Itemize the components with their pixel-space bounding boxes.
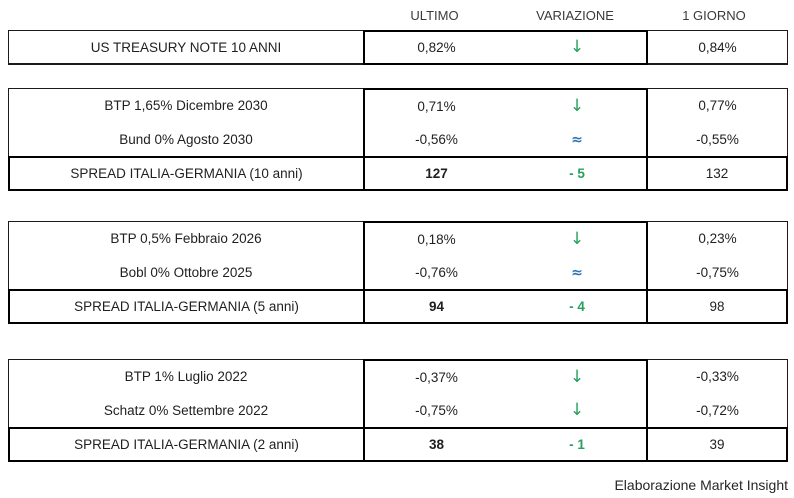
one-day-box: 0,77% -0,55% <box>648 88 788 156</box>
one-day-value: -0,55% <box>696 131 739 147</box>
approx-equal-icon: ≈ <box>571 264 583 281</box>
down-arrow-icon: ↓ <box>569 367 585 387</box>
variazione-cell: ↓ <box>508 394 646 427</box>
spread-row-10y: SPREAD ITALIA-GERMANIA (10 anni) 127 - 5… <box>8 156 794 191</box>
variazione-cell: ↓ <box>508 32 646 63</box>
ultimo-variazione-box: 127 - 5 <box>363 156 648 191</box>
column-header-variazione: VARIAZIONE <box>536 7 614 23</box>
ultimo-variazione-box: 0,18% ↓ -0,76% ≈ <box>363 221 648 289</box>
spread-ultimo-value: 94 <box>428 299 445 314</box>
approx-equal-icon: ≈ <box>571 131 583 148</box>
ultimo-variazione-box: 38 - 1 <box>363 427 648 462</box>
spread-label: SPREAD ITALIA-GERMANIA (2 anni) <box>8 427 363 462</box>
one-day-value: -0,33% <box>696 369 739 385</box>
variazione-cell: ≈ <box>508 123 646 156</box>
instrument-label: BTP 1,65% Dicembre 2030 <box>104 98 268 114</box>
header-spacer <box>8 4 363 26</box>
instrument-labels-box: BTP 1% Luglio 2022 Schatz 0% Settembre 2… <box>8 359 363 427</box>
variazione-cell: ↓ <box>508 90 646 123</box>
column-header-ultimo: ULTIMO <box>410 7 459 23</box>
ultimo-variazione-box: 94 - 4 <box>363 289 648 324</box>
ultimo-value: -0,76% <box>415 265 458 280</box>
ultimo-variazione-box: -0,37% ↓ -0,75% ↓ <box>363 359 648 427</box>
spread-change-value: - 5 <box>569 166 585 181</box>
italy-germany-5y-rows: BTP 0,5% Febbraio 2026 Bobl 0% Ottobre 2… <box>8 221 794 289</box>
instrument-label: BTP 1% Luglio 2022 <box>124 369 248 385</box>
us-treasury-row: US TREASURY NOTE 10 ANNI 0,82% ↓ 0,84% <box>8 30 794 65</box>
instrument-label: Bund 0% Agosto 2030 <box>119 131 253 147</box>
italy-germany-10y-rows: BTP 1,65% Dicembre 2030 Bund 0% Agosto 2… <box>8 88 794 156</box>
spread-row-2y: SPREAD ITALIA-GERMANIA (2 anni) 38 - 1 3… <box>8 427 794 462</box>
ultimo-value: -0,56% <box>415 132 458 147</box>
ultimo-variazione-box: 0,71% ↓ -0,56% ≈ <box>363 88 648 156</box>
down-arrow-icon: ↓ <box>569 96 585 116</box>
instrument-label: BTP 0,5% Febbraio 2026 <box>110 231 262 247</box>
variazione-cell: ↓ <box>508 361 646 394</box>
ultimo-value: -0,37% <box>415 370 458 385</box>
one-day-box: -0,33% -0,72% <box>648 359 788 427</box>
one-day-value: -0,75% <box>696 264 739 280</box>
spread-ultimo-value: 38 <box>428 437 445 452</box>
instrument-label: Bobl 0% Ottobre 2025 <box>119 264 253 280</box>
spread-change-value: - 4 <box>569 299 585 314</box>
down-arrow-icon: ↓ <box>569 37 585 57</box>
down-arrow-icon: ↓ <box>569 400 585 420</box>
down-arrow-icon: ↓ <box>569 229 585 249</box>
variazione-cell: ≈ <box>508 256 646 289</box>
spread-one-day-value: 132 <box>648 156 788 191</box>
column-header-1-giorno: 1 GIORNO <box>682 7 746 23</box>
one-day-value: 0,23% <box>698 231 737 247</box>
one-day-box: 0,23% -0,75% <box>648 221 788 289</box>
ultimo-value: 0,71% <box>417 99 456 114</box>
spread-label: SPREAD ITALIA-GERMANIA (5 anni) <box>8 289 363 324</box>
spread-row-5y: SPREAD ITALIA-GERMANIA (5 anni) 94 - 4 9… <box>8 289 794 324</box>
spread-one-day-value: 98 <box>648 289 788 324</box>
source-credit: Elaborazione Market Insight <box>614 477 788 493</box>
column-headers: ULTIMO VARIAZIONE 1 GIORNO <box>8 4 794 26</box>
instrument-label: US TREASURY NOTE 10 ANNI <box>8 30 363 65</box>
ultimo-variazione-box: 0,82% ↓ <box>363 30 648 65</box>
spread-label: SPREAD ITALIA-GERMANIA (10 anni) <box>8 156 363 191</box>
italy-germany-2y-rows: BTP 1% Luglio 2022 Schatz 0% Settembre 2… <box>8 359 794 427</box>
instrument-labels-box: BTP 0,5% Febbraio 2026 Bobl 0% Ottobre 2… <box>8 221 363 289</box>
ultimo-value: 0,18% <box>417 232 456 247</box>
ultimo-value: 0,82% <box>417 40 456 55</box>
spread-ultimo-value: 127 <box>425 166 448 181</box>
spread-change-value: - 1 <box>569 437 585 452</box>
ultimo-value: -0,75% <box>415 403 458 418</box>
one-day-value: 0,77% <box>698 98 737 114</box>
one-day-value: -0,72% <box>696 402 739 418</box>
spread-one-day-value: 39 <box>648 427 788 462</box>
instrument-label: Schatz 0% Settembre 2022 <box>103 402 269 418</box>
instrument-labels-box: BTP 1,65% Dicembre 2030 Bund 0% Agosto 2… <box>8 88 363 156</box>
one-day-value: 0,84% <box>648 30 788 65</box>
variazione-cell: ↓ <box>508 223 646 256</box>
